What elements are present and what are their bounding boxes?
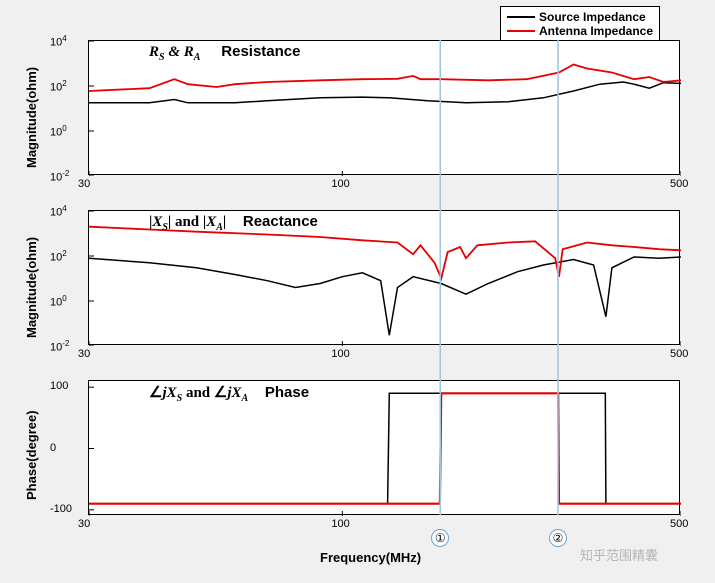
title-text-phase: Phase — [265, 384, 309, 401]
ytick-label: 100 — [50, 380, 68, 392]
series-antenna — [89, 227, 681, 279]
title-reactance: |XS| and |XA| Reactance — [149, 213, 318, 233]
series-source — [89, 257, 681, 335]
title-math-phase: ∠jXS and ∠jXA — [149, 385, 248, 401]
series-source — [89, 82, 681, 103]
legend-box: Source Impedance Antenna Impedance — [500, 6, 660, 42]
xtick-label: 100 — [331, 518, 349, 530]
title-text-reactance: Reactance — [243, 213, 318, 230]
series-antenna — [89, 65, 681, 92]
ytick-label: 104 — [50, 204, 67, 219]
ytick-label: 102 — [50, 249, 67, 264]
ytick-label: 104 — [50, 34, 67, 49]
title-resistance: RS & RA Resistance — [149, 43, 301, 63]
ylabel-reactance: Magnitude(ohm) — [24, 237, 39, 338]
legend-label-source: Source Impedance — [539, 10, 646, 24]
ytick-label: 10-2 — [50, 169, 69, 184]
series-antenna — [89, 393, 681, 503]
title-text-resistance: Resistance — [221, 43, 300, 60]
xtick-label: 30 — [78, 518, 90, 530]
series-source — [89, 393, 681, 503]
ylabel-phase: Phase(degree) — [24, 410, 39, 500]
figure-root: Source Impedance Antenna Impedance RS & … — [0, 0, 715, 583]
xtick-label: 500 — [670, 518, 688, 530]
legend-swatch-antenna — [507, 30, 535, 32]
legend-item-antenna: Antenna Impedance — [507, 24, 653, 38]
legend-item-source: Source Impedance — [507, 10, 653, 24]
ytick-label: 100 — [50, 294, 67, 309]
panel-reactance: |XS| and |XA| Reactance — [88, 210, 680, 345]
panel-resistance: RS & RA Resistance — [88, 40, 680, 175]
legend-label-antenna: Antenna Impedance — [539, 24, 653, 38]
ytick-label: 10-2 — [50, 339, 69, 354]
title-phase: ∠jXS and ∠jXA Phase — [149, 383, 309, 404]
vmarker-label: ① — [431, 529, 449, 547]
panel-phase: ∠jXS and ∠jXA Phase — [88, 380, 680, 515]
xtick-label: 30 — [78, 178, 90, 190]
ytick-label: 102 — [50, 79, 67, 94]
ylabel-resistance: Magnitude(ohm) — [24, 67, 39, 168]
ytick-label: 0 — [50, 442, 56, 454]
ytick-label: 100 — [50, 124, 67, 139]
title-math-resistance: RS & RA — [149, 44, 200, 60]
xtick-label: 100 — [331, 348, 349, 360]
ytick-label: -100 — [50, 503, 72, 515]
xtick-label: 30 — [78, 348, 90, 360]
vmarker-label: ② — [549, 529, 567, 547]
title-math-reactance: |XS| and |XA| — [149, 214, 226, 230]
xtick-label: 500 — [670, 348, 688, 360]
xtick-label: 100 — [331, 178, 349, 190]
watermark: 知乎范围精囊 — [580, 545, 658, 564]
xlabel: Frequency(MHz) — [320, 550, 421, 565]
legend-swatch-source — [507, 16, 535, 18]
xtick-label: 500 — [670, 178, 688, 190]
